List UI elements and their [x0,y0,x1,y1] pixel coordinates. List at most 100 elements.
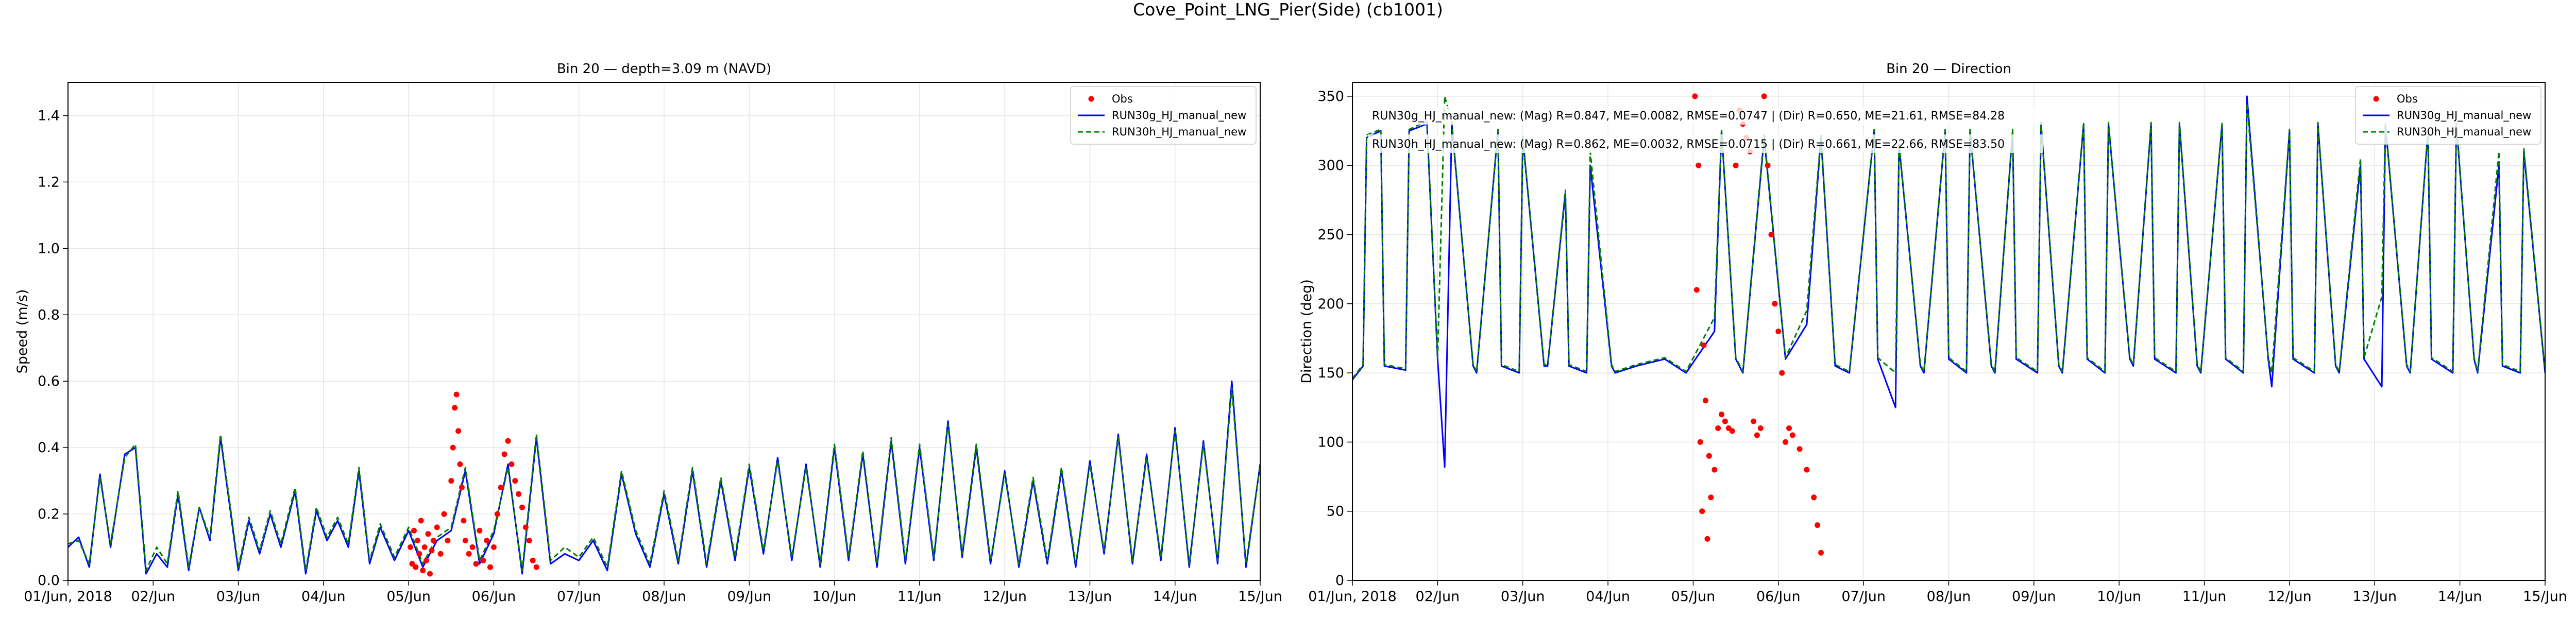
obs-point [498,485,504,490]
legend-label: RUN30g_HJ_manual_new [2397,109,2531,122]
x-tick-label: 08/Jun [642,589,686,605]
x-tick-label: 02/Jun [1416,589,1460,605]
obs-point [1703,398,1708,404]
obs-point [509,461,515,467]
obs-point [1783,439,1789,445]
x-tick-label: 10/Jun [2097,589,2141,605]
obs-point [1729,428,1735,434]
x-tick-label: 02/Jun [131,589,175,605]
obs-point [477,527,483,534]
obs-point [1715,425,1721,431]
x-tick-label: 07/Jun [1841,589,1886,605]
obs-point [1692,93,1698,99]
y-tick-label: 50 [1327,504,1344,520]
y-tick-label: 0.2 [38,506,60,522]
axes-frame [67,82,1261,581]
obs-point [1711,467,1718,473]
obs-point [1779,370,1785,376]
plot-area [68,380,1260,577]
x-tick-label: 13/Jun [2352,589,2397,605]
x-tick-label: 11/Jun [2182,589,2227,605]
legend-marker-obs [1088,96,1094,102]
obs-point [1772,301,1778,307]
y-tick-label: 150 [1317,365,1344,381]
obs-point [427,571,433,577]
obs-point [494,511,500,517]
obs-point [466,551,472,557]
x-tick-label: 04/Jun [301,589,346,605]
y-tick-label: 0.6 [38,373,60,389]
obs-point [434,524,440,530]
stats-box [1368,106,2043,125]
obs-point [1765,162,1771,168]
obs-point [1719,411,1724,418]
obs-point [408,544,414,550]
obs-point [1706,453,1712,459]
y-axis-label: Speed (m/s) [14,289,30,374]
obs-point [450,444,456,451]
speed-panel: Bin 20 — depth=3.09 m (NAVD) 0.0 0.2 0.4 0.6… [14,61,1282,605]
x-tick-label: 12/Jun [982,589,1027,605]
obs-point [1699,508,1705,514]
y-axis-label: Direction (deg) [1299,279,1315,384]
obs-point [421,544,428,550]
obs-point [1818,550,1824,556]
obs-point [480,557,486,563]
obs-point [530,557,536,563]
x-tick-label: 06/Jun [1756,589,1801,605]
obs-point [420,568,426,574]
obs-point [1697,439,1703,445]
series-line-RUN30h_HJ_manual_new [68,387,1260,572]
y-tick-label: 0 [1335,573,1344,589]
obs-point [1757,425,1764,431]
obs-point [441,511,447,517]
obs-point [452,405,458,411]
obs-point [1708,494,1714,501]
obs-point [1751,418,1757,424]
legend-label: RUN30h_HJ_manual_new [2397,126,2531,139]
obs-point [1722,418,1728,424]
obs-point [416,551,422,557]
x-tick-label: 01/Jun, 2018 [24,589,112,605]
obs-point [484,538,490,544]
legend-label: Obs [1112,93,1133,105]
x-tick-label: 05/Jun [386,589,431,605]
x-tick-label: 09/Jun [727,589,771,605]
obs-point [462,538,468,544]
obs-point [459,485,465,490]
legend-label: Obs [2397,93,2418,105]
stats-annotation: RUN30h_HJ_manual_new: (Mag) R=0.862, ME=… [1372,138,2005,151]
obs-point [533,564,539,570]
x-tick-label: 09/Jun [2012,589,2056,605]
legend-label: RUN30g_HJ_manual_new [1112,109,1246,122]
obs-point [461,518,467,524]
stats-box [1368,134,2043,153]
obs-point [425,531,431,537]
x-tick-label: 07/Jun [557,589,601,605]
direction-panel: Bin 20 — Direction 0 50 100 150 200 250 300 350 0… [1299,61,2567,605]
x-tick-label: 15/Jun [1238,589,1282,605]
x-tick-label: 08/Jun [1927,589,1971,605]
x-tick-label: 03/Jun [1501,589,1545,605]
y-tick-label: 250 [1317,227,1344,243]
y-tick-label: 0.0 [38,573,60,589]
obs-point [411,527,417,534]
y-tick-label: 200 [1317,296,1344,312]
obs-point [448,478,454,484]
y-tick-label: 100 [1317,434,1344,450]
legend-marker-obs [2373,96,2379,102]
obs-point [469,544,476,550]
y-tick-label: 350 [1317,89,1344,105]
obs-point [522,524,529,530]
legend-box [2355,86,2541,145]
x-tick-label: 05/Jun [1671,589,1716,605]
x-tick-label: 13/Jun [1068,589,1112,605]
obs-point [1815,522,1821,528]
obs-point [1811,494,1817,501]
obs-point [1693,287,1700,293]
x-tick-label: 15/Jun [2523,589,2567,605]
y-tick-label: 0.8 [38,307,60,323]
obs-point [453,391,460,398]
obs-point [1797,446,1803,452]
obs-point [1786,425,1792,431]
